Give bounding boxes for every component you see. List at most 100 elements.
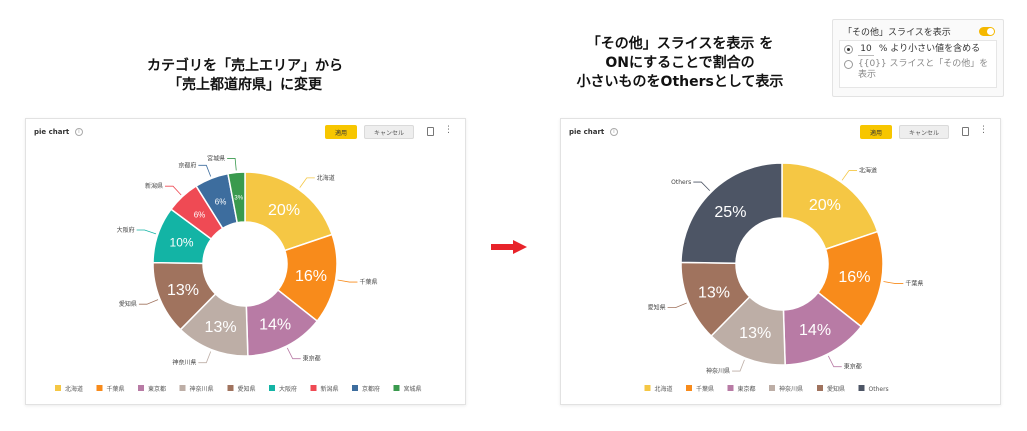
leader-line [136,229,157,235]
category-label: 北海道 [859,167,877,175]
legend-swatch [644,385,651,391]
right-caption-line3: 小さいものをOthersとして表示 [576,74,784,90]
info-icon[interactable]: i [610,128,618,136]
legend-label[interactable]: 大阪府 [279,385,297,393]
apply-button[interactable]: 適用 [325,125,357,139]
legend-swatch [352,385,358,391]
setting-title: 「その他」スライスを表示 [843,27,951,38]
legend-swatch [817,385,823,391]
data-label: 20% [809,197,841,214]
document-icon[interactable] [427,127,434,136]
pie-slice[interactable] [680,162,783,265]
option-threshold-radio[interactable] [844,45,853,54]
left-chart-panel: pie chart i 適用 キャンセル ⋮ 20% 北海道 16% 千葉県 14% 東京… [25,118,466,405]
right-chart-panel: pie chart i 適用 キャンセル ⋮ 20% 北海道 16% 千葉県 14% 東京… [560,118,1001,405]
legend-label[interactable]: 愛知県 [827,385,845,393]
legend-label[interactable]: 宮城県 [404,385,422,393]
legend-label[interactable]: 東京都 [738,385,756,393]
leader-line [198,351,212,364]
option-threshold[interactable]: 10 % より小さい値を含める [844,44,992,56]
legend-swatch [769,385,775,391]
legend-label[interactable]: Others [869,386,889,393]
data-label: 13% [167,282,199,299]
left-caption-line2: 「売上都道府県」に変更 [168,77,322,93]
leader-line [286,347,301,360]
category-label: 千葉県 [905,280,923,288]
category-label: Others [671,179,691,186]
legend-swatch [310,385,317,391]
leader-line [198,164,212,177]
right-caption: 「その他」スライスを表示 を ONにすることで割合の 小さいものをOthersと… [530,35,830,92]
pie-slice[interactable] [227,171,246,224]
others-slice-setting: 「その他」スライスを表示 10 % より小さい値を含める {{0}} スライスと… [832,19,1004,97]
data-label: 25% [714,204,746,221]
document-icon[interactable] [962,127,969,136]
info-icon[interactable]: i [75,128,83,136]
threshold-suffix: % より小さい値を含める [878,44,981,54]
legend-swatch [686,385,692,391]
legend-label[interactable]: 千葉県 [696,385,714,393]
cancel-button[interactable]: キャンセル [364,125,414,139]
legend-label[interactable]: 北海道 [655,385,673,393]
leader-line [337,279,358,283]
leader-line [693,181,711,191]
option-top-n[interactable]: {{0}} スライスと「その他」を表示 [844,59,992,81]
category-label: 千葉県 [359,278,377,286]
legend-label[interactable]: 京都府 [362,385,380,393]
data-label: 14% [799,322,831,339]
category-label: 宮城県 [207,154,225,162]
legend-swatch [138,385,144,391]
data-label: 16% [295,268,327,285]
leader-line [667,302,687,308]
option-top-n-radio[interactable] [844,60,853,69]
data-label: 16% [838,269,870,286]
legend-swatch [55,385,61,391]
panel-title: pie chart [34,128,70,136]
leader-line [883,281,904,284]
cancel-button[interactable]: キャンセル [899,125,949,139]
pie-slice[interactable] [244,171,334,252]
leader-line [299,177,315,188]
left-donut-chart: 20% 北海道 16% 千葉県 14% 東京都 13% 神奈川県 13% 愛知県 10% 大阪府 6% 新… [55,154,422,393]
legend-label[interactable]: 神奈川県 [190,385,214,393]
data-label: 14% [259,316,291,333]
legend-label[interactable]: 神奈川県 [779,385,803,393]
category-label: 東京都 [844,363,862,371]
leader-line [827,355,842,368]
legend-label[interactable]: 千葉県 [107,385,125,393]
data-label: 20% [268,202,300,219]
option-threshold-text: 10 % より小さい値を含める [858,44,980,56]
more-vertical-icon[interactable]: ⋮ [979,125,988,135]
legend-swatch [179,385,186,391]
leader-line [732,359,745,372]
category-label: 神奈川県 [706,367,730,375]
data-label: 6% [194,211,206,220]
category-label: 愛知県 [648,304,666,312]
right-arrow-icon [491,240,527,254]
legend-swatch [96,385,103,391]
legend-swatch [858,385,865,391]
right-caption-line1: 「その他」スライスを表示 を [586,36,774,52]
legend-swatch [727,385,734,391]
data-label: 13% [698,284,730,301]
left-caption: カテゴリを「売上エリア」から 「売上都道府県」に変更 [80,57,410,95]
leader-line [138,299,159,305]
legend-swatch [227,385,234,391]
category-label: 北海道 [317,174,335,182]
option-top-n-text: {{0}} スライスと「その他」を表示 [858,59,989,80]
legend-label[interactable]: 愛知県 [238,385,256,393]
pie-slice[interactable] [781,162,879,251]
legend-label[interactable]: 東京都 [148,385,166,393]
more-vertical-icon[interactable]: ⋮ [444,125,453,135]
legend-swatch [393,385,400,391]
legend-label[interactable]: 新潟県 [321,385,339,393]
category-label: 愛知県 [119,300,137,308]
others-toggle[interactable] [979,26,995,36]
data-label: 13% [205,319,237,336]
legend-label[interactable]: 北海道 [65,385,83,393]
threshold-input[interactable]: 10 [858,44,874,56]
apply-button[interactable]: 適用 [860,125,892,139]
panel-title: pie chart [569,128,605,136]
leader-line [165,185,182,196]
